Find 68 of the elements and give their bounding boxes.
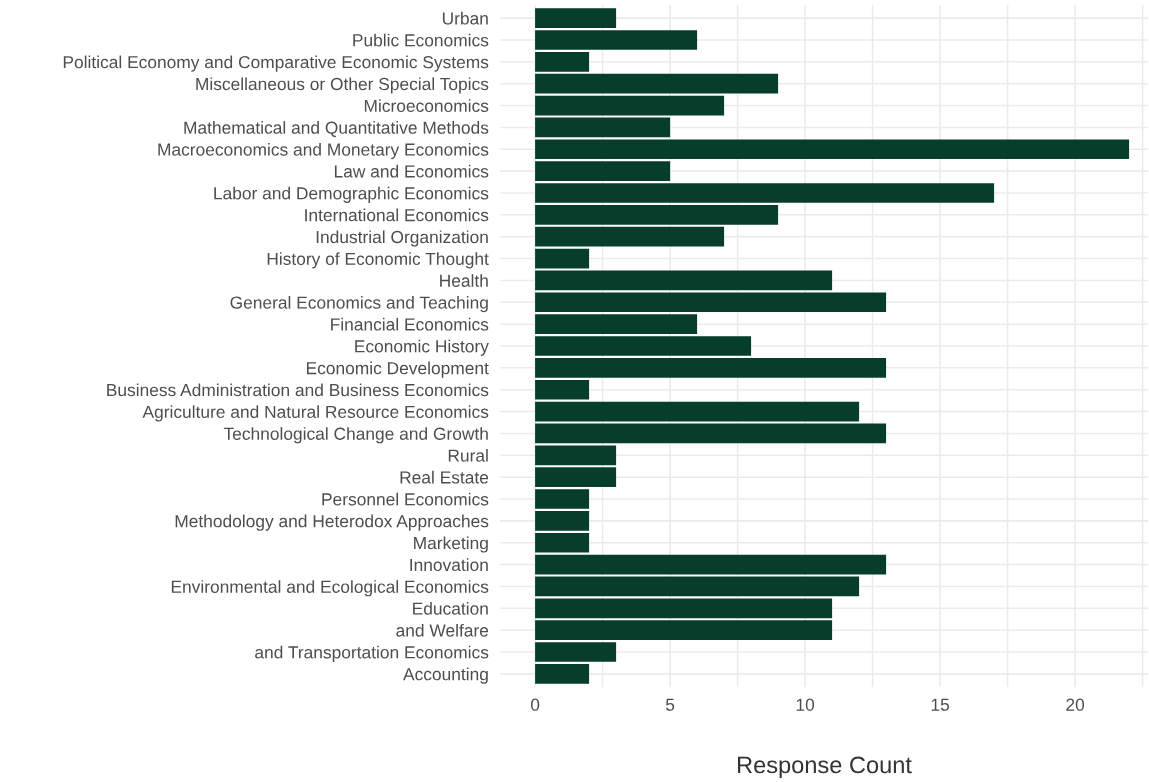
y-tick-label: Methodology and Heterodox Approaches — [175, 514, 489, 531]
x-tick-label: 5 — [665, 698, 675, 711]
bar — [535, 314, 698, 334]
y-tick-label: and Transportation Economics — [255, 645, 489, 662]
bar — [535, 161, 671, 181]
bar — [535, 73, 779, 94]
y-tick-label: Microeconomics — [364, 99, 489, 113]
bar — [535, 270, 833, 291]
bar — [535, 511, 590, 531]
y-tick-label: Public Economics — [353, 33, 489, 47]
bar — [535, 8, 617, 28]
y-tick-label: International Economics — [305, 208, 489, 222]
y-tick-label: Innovation — [410, 558, 488, 572]
y-tick-label: Technological Change and Growth — [223, 427, 488, 444]
y-tick-label: Industrial Organization — [316, 230, 488, 247]
bar — [535, 445, 617, 466]
y-tick-label: Urban — [442, 11, 488, 25]
bar — [535, 52, 590, 72]
x-axis-title: Response Count — [738, 756, 912, 778]
y-tick-label: Environmental and Ecological Economics — [171, 580, 489, 597]
x-tick-label: 10 — [796, 698, 815, 711]
bar — [535, 554, 887, 575]
bar — [535, 248, 590, 269]
bar — [535, 401, 860, 422]
y-tick-label: Macroeconomics and Monetary Economics — [158, 142, 489, 160]
bar — [535, 205, 779, 225]
y-tick-label: Miscellaneous or Other Special Topics — [196, 77, 489, 94]
y-tick-label: Accounting — [403, 667, 488, 684]
bar — [535, 598, 833, 619]
bar — [535, 117, 671, 138]
bar — [535, 139, 1130, 160]
y-tick-label: General Economics and Teaching — [230, 295, 488, 313]
bar — [535, 95, 725, 116]
bar — [535, 226, 725, 247]
bar — [535, 379, 590, 400]
y-tick-label: Financial Economics — [331, 317, 489, 331]
bar — [535, 532, 590, 553]
y-tick-label: Law and Economics — [334, 164, 489, 178]
bar — [535, 423, 887, 444]
x-tick-label: 15 — [931, 698, 950, 711]
y-tick-label: History of Economic Thought — [267, 252, 489, 269]
y-tick-label: Marketing — [414, 536, 488, 553]
y-tick-label: and Welfare — [396, 623, 489, 637]
y-tick-label: Business Administration and Business Economics — [107, 383, 489, 397]
bar — [535, 620, 833, 640]
y-tick-label: Economic Development — [306, 361, 489, 378]
y-tick-label: Labor and Demographic Economics — [214, 186, 489, 203]
bar — [535, 664, 590, 684]
x-tick-label: 0 — [530, 698, 540, 711]
bar — [535, 576, 860, 597]
bar — [535, 183, 995, 203]
y-tick-label: Economic History — [355, 339, 489, 356]
y-tick-label: Mathematical and Quantitative Methods — [184, 121, 489, 137]
bar — [535, 642, 617, 662]
bar — [535, 489, 590, 509]
y-tick-label: Health — [440, 274, 488, 287]
bar — [535, 336, 752, 356]
bar — [535, 467, 617, 487]
y-tick-label: Personnel Economics — [322, 492, 489, 506]
bar — [535, 30, 698, 50]
x-tick-label: 20 — [1066, 698, 1085, 711]
y-tick-label: Education — [413, 602, 488, 615]
y-tick-label: Political Economy and Comparative Economic Systems — [63, 55, 489, 72]
y-tick-label: Rural — [448, 449, 488, 462]
y-tick-label: Agriculture and Natural Resource Economics — [142, 405, 489, 422]
y-tick-label: Real Estate — [400, 470, 489, 484]
bar — [535, 292, 887, 313]
bar — [535, 358, 887, 378]
